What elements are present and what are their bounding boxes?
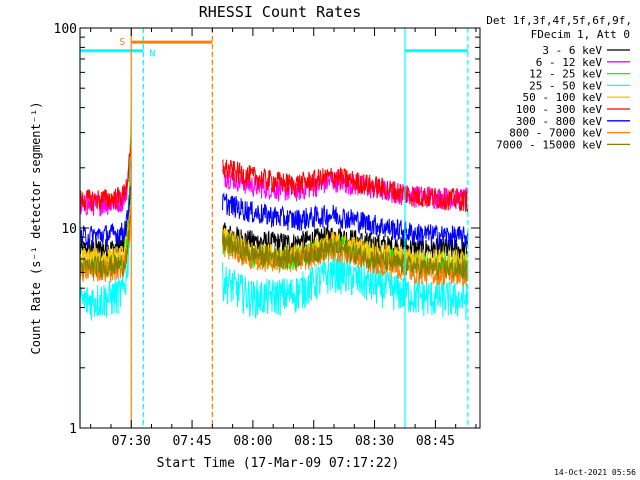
legend: Det 1f,3f,4f,5f,6f,9f, FDecim 1, Att 0 3… (486, 14, 632, 151)
series-trace-6-pre (79, 162, 132, 247)
axes: 07:30 07:45 08:00 08:15 08:30 08:45 1 10 100 (54, 22, 481, 449)
plot-frame (79, 27, 481, 429)
legend-label-5: 100 - 300 keV (516, 103, 602, 116)
attenuator-label-S: S (119, 37, 125, 48)
x-tick-label-1: 07:45 (172, 434, 211, 449)
x-tick-label-0: 07:30 (112, 434, 151, 449)
x-tick-label-5: 08:45 (416, 434, 455, 449)
legend-label-1: 6 - 12 keV (536, 56, 603, 69)
series-trace-1-post (222, 166, 469, 210)
legend-header-line-2: FDecim 1, Att 0 (531, 28, 630, 41)
chart-title: RHESSI Count Rates (199, 3, 362, 21)
legend-label-3: 25 - 50 keV (529, 79, 602, 92)
series-trace-8-pre (79, 214, 132, 279)
legend-label-7: 800 - 7000 keV (509, 127, 602, 140)
y-tick-label-2: 100 (54, 22, 77, 37)
y-tick-label-1: 10 (61, 222, 77, 237)
legend-label-0: 3 - 6 keV (542, 44, 602, 57)
legend-label-8: 7000 - 15000 keV (496, 138, 602, 151)
series-trace-5-pre (79, 139, 132, 212)
series-trace-8-post (222, 231, 469, 281)
series-trace-3-post (222, 254, 469, 321)
series-traces (79, 106, 469, 321)
series-trace-5-post (222, 158, 469, 213)
series-trace-3-pre (79, 176, 132, 321)
y-axis-label: Count Rate (s⁻¹ detector segment⁻¹) (29, 102, 43, 355)
series-trace-6-post (222, 192, 469, 249)
legend-header-line-1: Det 1f,3f,4f,5f,6f,9f, (486, 14, 632, 27)
generation-timestamp: 14-Oct-2021 05:56 (554, 468, 636, 477)
series-trace-4-pre (79, 188, 132, 270)
legend-label-6: 300 - 800 keV (516, 115, 602, 128)
x-tick-label-4: 08:30 (355, 434, 394, 449)
x-tick-label-3: 08:15 (294, 434, 333, 449)
legend-label-2: 12 - 25 keV (529, 68, 602, 81)
legend-label-4: 50 - 100 keV (523, 91, 603, 104)
x-tick-label-2: 08:00 (233, 434, 272, 449)
series-trace-1-pre (79, 137, 132, 217)
x-axis-label: Start Time (17-Mar-09 07:17:22) (157, 456, 400, 471)
y-tick-label-0: 1 (69, 422, 77, 437)
attenuator-label-N: N (149, 49, 155, 60)
